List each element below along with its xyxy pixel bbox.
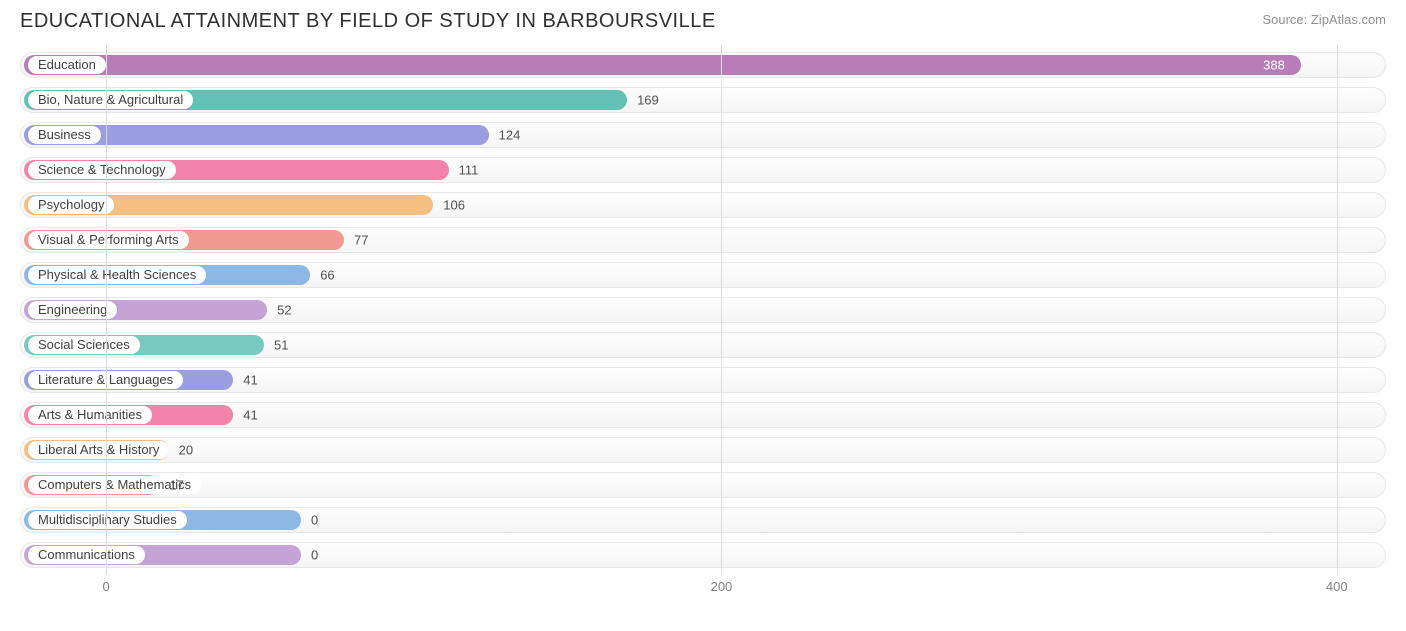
bar-row: Visual & Performing Arts 77 bbox=[20, 227, 1386, 253]
gridline bbox=[106, 45, 107, 575]
bar-value-label: 77 bbox=[354, 232, 368, 247]
x-tick-label: 200 bbox=[711, 579, 733, 594]
bar-row: Psychology 106 bbox=[20, 192, 1386, 218]
bar-category-label: Psychology bbox=[28, 196, 114, 214]
bar-row: Computers & Mathematics17 bbox=[20, 472, 1386, 498]
x-axis: 0 200 400 bbox=[20, 575, 1386, 603]
header: EDUCATIONAL ATTAINMENT BY FIELD OF STUDY… bbox=[20, 10, 1386, 33]
bar-category-label: Social Sciences bbox=[28, 336, 140, 354]
bar-value-label: 17 bbox=[169, 478, 183, 493]
bar-value-label: 0 bbox=[311, 548, 318, 563]
bar-row: Social Sciences 51 bbox=[20, 332, 1386, 358]
bar-row: Literature & Languages41 bbox=[20, 367, 1386, 393]
bar-value-label: 41 bbox=[243, 408, 257, 423]
bar-category-label: Arts & Humanities bbox=[28, 406, 152, 424]
bar-category-label: Multidisciplinary Studies bbox=[28, 511, 187, 529]
bar-category-label: Liberal Arts & History bbox=[28, 441, 169, 459]
bar-fill bbox=[24, 55, 1301, 75]
bar-value-label: 124 bbox=[499, 127, 521, 142]
bar-category-label: Communications bbox=[28, 546, 145, 564]
bar-value-label: 106 bbox=[443, 197, 465, 212]
bar-value-label: 0 bbox=[311, 513, 318, 528]
gridline bbox=[721, 45, 722, 575]
bars-container: Education 388 Bio, Nature & Agricultural 16… bbox=[20, 45, 1386, 575]
bar-row: Multidisciplinary Studies 0 bbox=[20, 507, 1386, 533]
bar-row: Science & Technology 111 bbox=[20, 157, 1386, 183]
bar-category-label: Engineering bbox=[28, 301, 117, 319]
bar-row: Arts & Humanities 41 bbox=[20, 402, 1386, 428]
bar-category-label: Science & Technology bbox=[28, 161, 176, 179]
bar-value-label: 52 bbox=[277, 302, 291, 317]
bar-row: Liberal Arts & History 20 bbox=[20, 437, 1386, 463]
x-tick-label: 0 bbox=[103, 579, 110, 594]
bar-value-label: 51 bbox=[274, 338, 288, 353]
bar-category-label: Bio, Nature & Agricultural bbox=[28, 91, 193, 109]
bar-value-label: 111 bbox=[459, 162, 479, 177]
bar-category-label: Business bbox=[28, 126, 101, 144]
bar-row: Bio, Nature & Agricultural 169 bbox=[20, 87, 1386, 113]
bar-category-label: Visual & Performing Arts bbox=[28, 231, 189, 249]
bar-value-label: 388 bbox=[1263, 57, 1299, 72]
plot-region: Education 388 Bio, Nature & Agricultural 16… bbox=[20, 45, 1386, 575]
bar-row: Engineering 52 bbox=[20, 297, 1386, 323]
bar-category-label: Education bbox=[28, 56, 106, 74]
bar-row: Education 388 bbox=[20, 52, 1386, 78]
bar-value-label: 20 bbox=[179, 443, 193, 458]
bar-row: Physical & Health Sciences 66 bbox=[20, 262, 1386, 288]
bar-value-label: 66 bbox=[320, 267, 334, 282]
source-attribution: Source: ZipAtlas.com bbox=[1262, 10, 1386, 27]
chart-area: Education 388 Bio, Nature & Agricultural 16… bbox=[20, 45, 1386, 603]
bar-value-label: 41 bbox=[243, 373, 257, 388]
bar-category-label: Physical & Health Sciences bbox=[28, 266, 206, 284]
chart-title: EDUCATIONAL ATTAINMENT BY FIELD OF STUDY… bbox=[20, 10, 716, 33]
gridline bbox=[1337, 45, 1338, 575]
bar-value-label: 169 bbox=[637, 92, 659, 107]
bar-row: Business 124 bbox=[20, 122, 1386, 148]
x-tick-label: 400 bbox=[1326, 579, 1348, 594]
bar-row: Communications 0 bbox=[20, 542, 1386, 568]
